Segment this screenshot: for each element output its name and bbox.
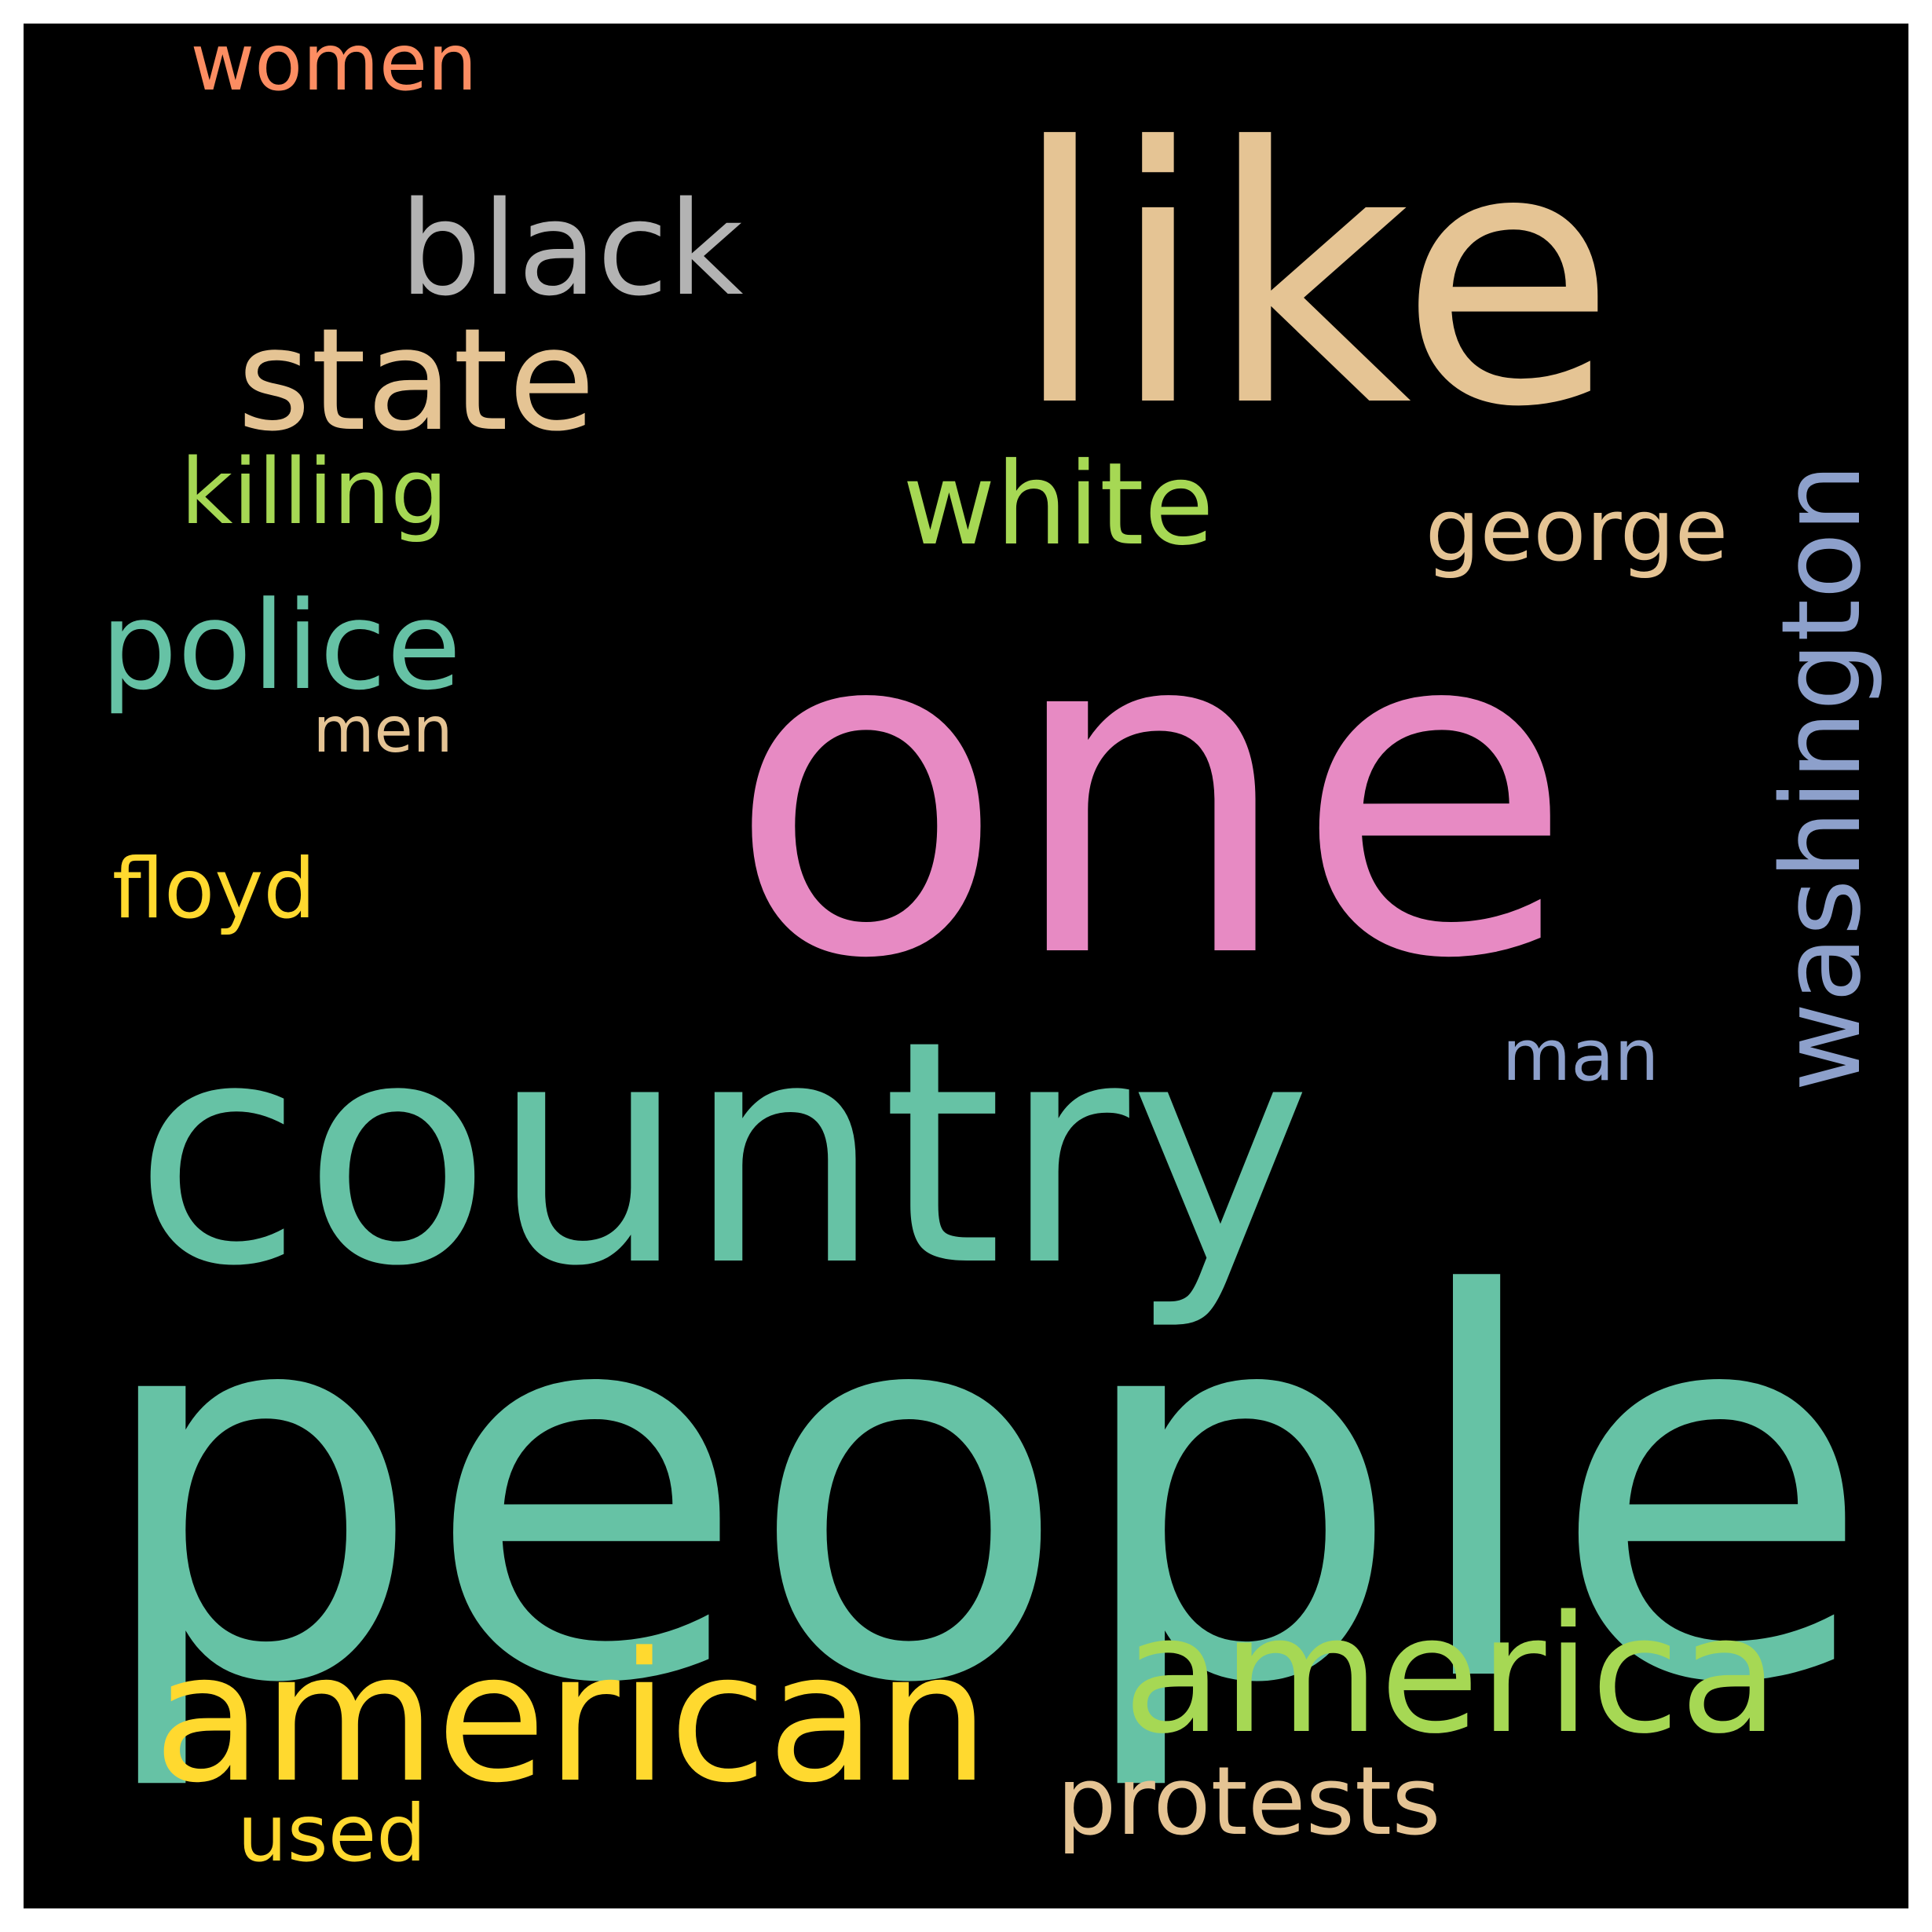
word-black: black xyxy=(399,174,744,324)
word-killing: killing xyxy=(180,440,448,545)
word-washington: washington xyxy=(1757,463,1885,1092)
word-men: men xyxy=(313,693,453,767)
word-state: state xyxy=(237,298,595,463)
word-one: one xyxy=(726,528,1575,1058)
word-women: women xyxy=(190,24,478,108)
word-floyd: floyd xyxy=(112,841,317,937)
word-protests: protests xyxy=(1056,1747,1441,1857)
word-white: white xyxy=(902,438,1214,571)
word-country: country xyxy=(134,974,1312,1334)
word-people: people xyxy=(90,1185,1873,1798)
word-man: man xyxy=(1502,1015,1659,1097)
word-cloud: one people like country american america… xyxy=(24,24,1908,1908)
word-used: used xyxy=(237,1787,426,1879)
word-george: george xyxy=(1425,480,1729,580)
word-police: police xyxy=(100,575,462,717)
word-american: american xyxy=(153,1613,990,1822)
word-like: like xyxy=(1010,73,1617,485)
word-america: america xyxy=(1123,1580,1779,1769)
